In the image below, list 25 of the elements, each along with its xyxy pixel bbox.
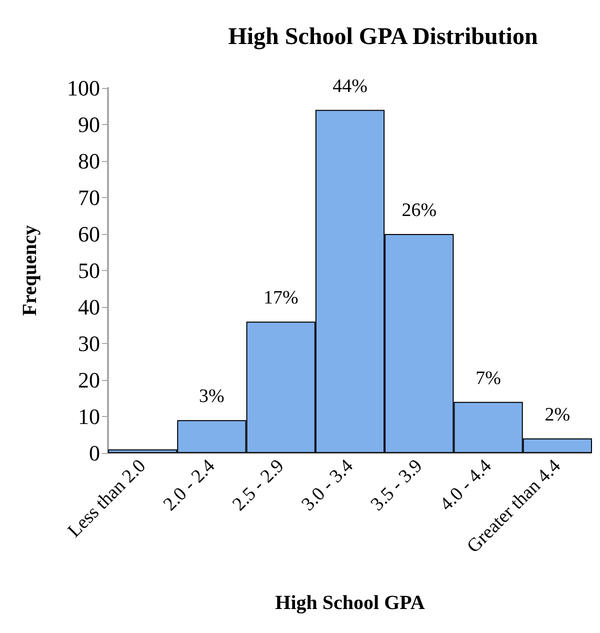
annotation: 44% xyxy=(332,76,368,97)
annotation: 2% xyxy=(544,404,570,426)
y-tick-label: 20 xyxy=(78,368,100,392)
x-tick-label: 3.0 - 3.4 xyxy=(298,455,358,516)
y-tick-label: 80 xyxy=(78,148,100,174)
chart-title: High School GPA Distribution xyxy=(228,24,538,50)
annotation: 26% xyxy=(402,200,437,221)
y-tick-label: 40 xyxy=(78,294,100,320)
x-tick-label: 3.5 - 3.9 xyxy=(366,456,427,516)
x-tick-label: 2.5 - 2.9 xyxy=(228,456,288,516)
annotation: 3% xyxy=(199,386,225,408)
y-tick-label: 50 xyxy=(78,258,100,283)
y-tick-label: 10 xyxy=(78,404,100,429)
x-tick-label: 2.0 - 2.4 xyxy=(160,455,220,516)
x-tick-label: 4.0 - 4.4 xyxy=(436,455,496,516)
y-tick-label: 30 xyxy=(78,331,100,356)
y-tick-label: 70 xyxy=(78,185,100,210)
y-axis-title: Frequency xyxy=(19,225,41,316)
annotation: 7% xyxy=(476,368,502,389)
annotation: 17% xyxy=(263,288,298,309)
y-tick-label: 60 xyxy=(78,222,100,246)
y-tick-label: 100 xyxy=(67,76,100,100)
y-tick-label: 0 xyxy=(89,440,100,466)
x-axis-title: High School GPA xyxy=(275,592,426,614)
y-tick-label: 90 xyxy=(78,112,100,137)
